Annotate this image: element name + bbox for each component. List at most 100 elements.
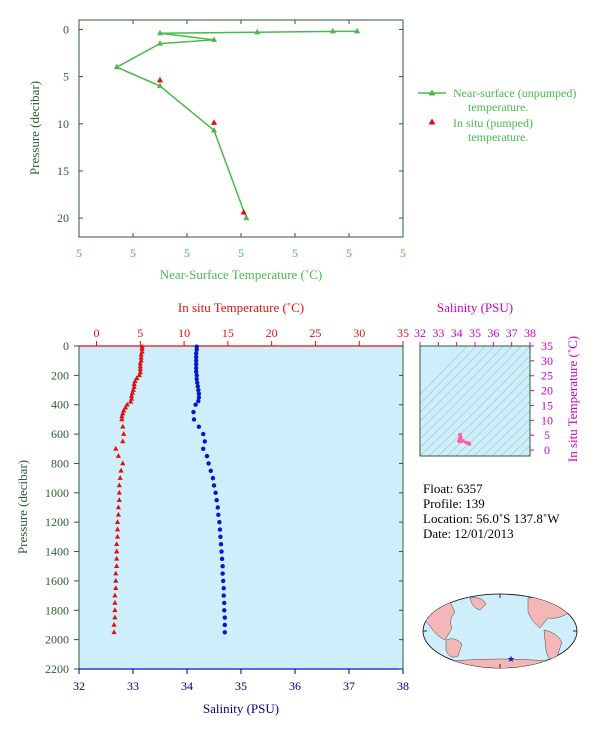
ts-salinity-tick-label: 35 [469,326,481,340]
pressure-tick-label: 600 [51,427,69,441]
salinity-point [217,527,223,532]
temperature-point [112,607,118,613]
temperature-point [118,467,124,473]
ts-density-contour [446,373,530,456]
salinity-point [196,398,201,404]
ts-temperature-tick-label: 15 [541,398,553,412]
ts-density-contour [437,364,530,456]
ts-salinity-tick-label: 36 [487,326,499,340]
salinity-point [216,512,221,518]
temperature-point [128,395,135,401]
salinity-point [206,461,211,466]
pressure-tick-label: 1400 [45,545,69,559]
temperature-point [137,360,143,366]
unpumped-temperature-point [354,27,361,34]
salinity-point [222,600,227,606]
ts-salinity-tick-label: 34 [451,326,463,340]
salinity-point [193,365,199,371]
legend-pumped-marker [428,118,436,125]
salinity-point [213,490,218,496]
pressure-tick-label: 1000 [45,486,69,500]
salinity-point [193,362,199,367]
temperature-point [115,511,122,517]
float-location: Location: 56.0˚S 137.8˚W [423,511,560,526]
temperature-point [120,410,126,416]
temperature-point [131,384,137,389]
ts-salinity-tick-label: 38 [524,326,536,340]
salinity-point [219,549,224,554]
ts-density-contour [509,436,530,456]
temperature-point [137,363,143,369]
salinity-point [193,358,199,363]
salinity-point [218,534,223,540]
ts-density-contour [500,427,530,456]
salinity-point [195,384,200,389]
temperature-point [113,577,119,583]
salinity-point [204,453,210,459]
profile-temperature-ticks: 0 5 10 15 20 25 30 35 [94,326,409,346]
temperature-point [112,614,118,620]
salinity-tick-label: 33 [127,679,139,693]
ts-temperature-tick-label: 35 [541,339,553,353]
temperature-tick-label: 15 [222,326,234,340]
salinity-point [214,497,219,503]
near-surface-y-tick-label: 0 [63,22,69,36]
ts-salinity-tick-label: 33 [432,326,444,340]
pumped-temperature-point [156,76,164,83]
salinity-tick-label: 35 [235,679,247,693]
temperature-point [120,423,126,429]
salinity-point [196,391,202,396]
ts-density-contour [428,355,530,456]
legend-unpumped-label-2: temperature. [468,100,528,114]
ts-density-contour [455,383,530,456]
temperature-point [120,460,126,466]
temperature-point [134,375,140,381]
profile-pressure-ticks: 0 200 400 600 800 1000 1200 1400 1600 1800 2000 220… [45,339,403,676]
near-surface-series [113,27,361,221]
temperature-point [121,407,127,413]
ts-density-contour [473,401,530,456]
temperature-point [138,357,144,363]
salinity-point [196,395,202,400]
temperature-point [117,475,123,480]
temperature-point [113,585,119,591]
salinity-point [196,387,201,393]
temperature-point [119,416,125,422]
profile-salinity-ticks: 32 33 34 35 36 37 38 [73,669,409,693]
temperature-point [111,621,117,627]
temperature-point [138,351,144,357]
profile-bottom-x-label: Salinity (PSU) [203,701,279,716]
salinity-point [215,505,220,510]
pressure-tick-label: 800 [51,456,69,470]
temperature-point [137,369,143,375]
near-surface-plot-frame [78,19,404,238]
ts-density-contour [420,346,530,456]
pressure-tick-label: 400 [51,398,69,412]
ts-point [460,439,465,443]
temperature-point [128,398,134,404]
temperature-point [114,563,120,569]
near-surface-x-tick-label: 5 [76,246,82,260]
salinity-point [194,373,199,378]
temperature-point [131,381,137,386]
ts-density-contour [420,346,495,422]
ts-x-label: Salinity (PSU) [437,300,513,315]
near-surface-y-tick-label: 15 [57,164,69,178]
float-location-marker-icon: ★ [507,655,515,665]
temperature-point [120,438,126,444]
world-map: ★ [422,593,578,669]
salinity-point [193,369,199,374]
ts-points [457,432,472,446]
ts-temperature-tick-label: 25 [541,369,553,383]
temperature-point [139,348,145,354]
salinity-point [201,446,206,451]
temperature-tick-label: 10 [178,326,190,340]
salinity-point [194,347,199,352]
temperature-point [112,592,118,598]
near-surface-y-label: Pressure (decibar) [27,81,42,175]
near-surface-x-tick-label: 5 [130,246,136,260]
legend-unpumped-label: Near-surface (unpumped) [453,86,576,100]
temperature-point [116,489,122,495]
near-surface-x-tick-label: 5 [346,246,352,260]
